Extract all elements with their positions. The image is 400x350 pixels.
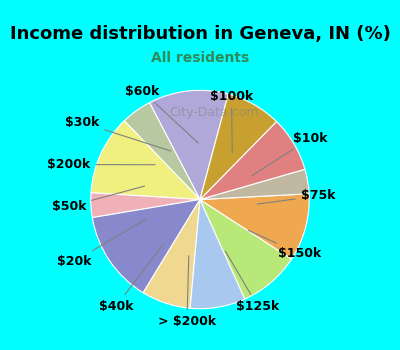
Text: City-Data.com: City-Data.com xyxy=(169,106,258,119)
Wedge shape xyxy=(91,193,200,218)
Wedge shape xyxy=(143,199,200,308)
Wedge shape xyxy=(124,103,200,200)
Text: $60k: $60k xyxy=(125,85,198,143)
Wedge shape xyxy=(200,121,305,200)
Wedge shape xyxy=(150,90,228,199)
Text: $10k: $10k xyxy=(252,132,327,176)
Text: $150k: $150k xyxy=(248,230,321,260)
Wedge shape xyxy=(200,169,309,200)
Text: $30k: $30k xyxy=(65,116,171,151)
Text: $125k: $125k xyxy=(225,251,279,313)
Text: $100k: $100k xyxy=(210,90,253,153)
Wedge shape xyxy=(92,199,200,293)
Wedge shape xyxy=(91,121,200,199)
Wedge shape xyxy=(200,94,276,200)
Text: $200k: $200k xyxy=(47,158,155,171)
Text: Income distribution in Geneva, IN (%): Income distribution in Geneva, IN (%) xyxy=(10,25,390,42)
Text: $75k: $75k xyxy=(257,189,335,204)
Wedge shape xyxy=(190,199,245,309)
Wedge shape xyxy=(200,194,309,259)
Text: All residents: All residents xyxy=(151,51,249,65)
Text: $40k: $40k xyxy=(99,244,164,313)
Text: $50k: $50k xyxy=(52,186,144,213)
Text: > $200k: > $200k xyxy=(158,256,216,328)
Text: $20k: $20k xyxy=(57,219,146,268)
Wedge shape xyxy=(200,199,292,299)
